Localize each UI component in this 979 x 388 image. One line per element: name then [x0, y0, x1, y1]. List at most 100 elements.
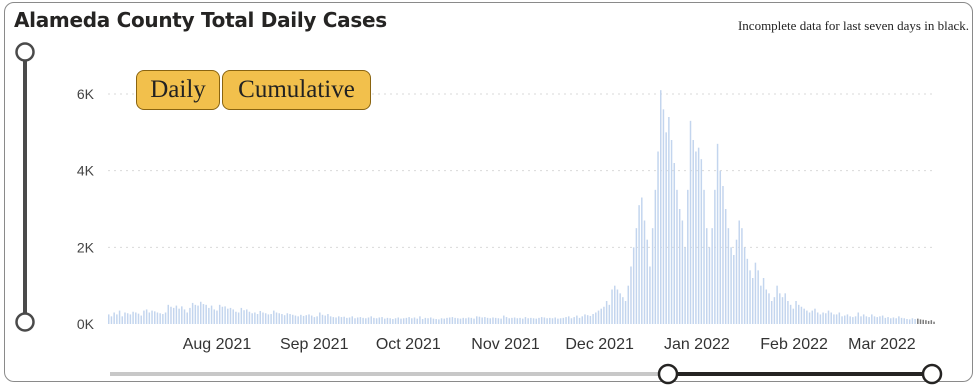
daily-case-bar[interactable]: [116, 314, 118, 324]
daily-case-bar[interactable]: [243, 310, 245, 324]
daily-case-bar[interactable]: [562, 317, 565, 324]
daily-case-bar[interactable]: [535, 318, 538, 324]
daily-case-bar[interactable]: [600, 308, 602, 324]
daily-case-bar[interactable]: [281, 314, 283, 324]
daily-case-bar[interactable]: [438, 319, 440, 324]
daily-case-bar[interactable]: [343, 316, 345, 324]
daily-case-bar[interactable]: [557, 318, 559, 324]
daily-case-bar[interactable]: [822, 312, 824, 325]
daily-case-bar[interactable]: [757, 270, 759, 324]
daily-case-bar[interactable]: [148, 312, 151, 325]
daily-case-bar[interactable]: [746, 258, 749, 324]
daily-case-bar[interactable]: [811, 310, 814, 324]
daily-case-bar[interactable]: [389, 318, 391, 324]
daily-case-bar[interactable]: [451, 317, 454, 324]
daily-case-bar[interactable]: [273, 310, 275, 324]
daily-toggle-button[interactable]: Daily: [136, 70, 220, 110]
daily-case-bar[interactable]: [908, 319, 911, 324]
daily-case-bar[interactable]: [665, 132, 667, 324]
daily-case-bar[interactable]: [346, 317, 348, 324]
daily-case-bar[interactable]: [530, 317, 532, 324]
cumulative-toggle-button[interactable]: Cumulative: [222, 70, 371, 110]
daily-case-bar[interactable]: [592, 314, 594, 324]
daily-case-bar[interactable]: [216, 310, 218, 324]
daily-case-bar[interactable]: [540, 317, 543, 324]
daily-case-bar[interactable]: [264, 313, 267, 324]
daily-case-bar[interactable]: [459, 318, 462, 324]
daily-case-bar[interactable]: [178, 308, 180, 324]
daily-case-bar[interactable]: [262, 312, 264, 325]
daily-case-bar[interactable]: [335, 317, 337, 324]
daily-case-bar[interactable]: [421, 319, 424, 324]
daily-case-bar[interactable]: [208, 307, 210, 324]
daily-case-bar[interactable]: [930, 320, 933, 324]
daily-case-bar[interactable]: [172, 307, 175, 324]
daily-case-bar[interactable]: [443, 318, 446, 324]
daily-case-bar[interactable]: [890, 318, 892, 324]
daily-case-bar[interactable]: [825, 313, 827, 324]
daily-case-bar[interactable]: [830, 312, 832, 325]
daily-case-bar[interactable]: [283, 315, 286, 324]
daily-case-bar[interactable]: [194, 304, 197, 324]
daily-case-bar[interactable]: [808, 312, 811, 325]
daily-case-bar[interactable]: [879, 316, 881, 324]
daily-case-bar[interactable]: [689, 120, 692, 324]
daily-case-bar[interactable]: [727, 228, 730, 324]
daily-case-bar[interactable]: [384, 318, 386, 324]
daily-case-bar[interactable]: [392, 319, 394, 324]
daily-case-bar[interactable]: [638, 205, 640, 324]
daily-case-bar[interactable]: [722, 186, 724, 324]
daily-case-bar[interactable]: [446, 317, 448, 324]
daily-case-bar[interactable]: [457, 318, 459, 324]
daily-case-bar[interactable]: [614, 285, 616, 324]
daily-case-bar[interactable]: [608, 304, 611, 324]
daily-case-bar[interactable]: [413, 317, 416, 324]
daily-case-bar[interactable]: [738, 220, 740, 325]
daily-case-bar[interactable]: [126, 313, 129, 324]
daily-case-bar[interactable]: [711, 228, 713, 324]
daily-case-bar[interactable]: [478, 316, 481, 324]
daily-case-bar[interactable]: [776, 285, 778, 324]
daily-case-bar[interactable]: [719, 170, 722, 324]
daily-case-bar[interactable]: [189, 307, 191, 324]
daily-case-bar[interactable]: [578, 317, 581, 324]
daily-case-bar[interactable]: [467, 317, 470, 324]
daily-case-bar[interactable]: [505, 317, 508, 324]
vertical-slider-top-handle[interactable]: [15, 42, 35, 62]
daily-case-bar[interactable]: [522, 318, 524, 324]
daily-case-bar[interactable]: [806, 310, 808, 324]
daily-case-bar[interactable]: [424, 317, 427, 324]
daily-case-bar[interactable]: [819, 314, 822, 324]
daily-case-bar[interactable]: [118, 310, 121, 324]
daily-case-bar[interactable]: [873, 316, 876, 324]
daily-case-bar[interactable]: [584, 314, 586, 324]
daily-case-bar[interactable]: [892, 317, 895, 324]
daily-case-bar[interactable]: [370, 316, 372, 324]
daily-case-bar[interactable]: [668, 117, 670, 324]
daily-case-bar[interactable]: [795, 301, 797, 324]
daily-case-bar[interactable]: [762, 278, 765, 324]
daily-case-bar[interactable]: [605, 301, 608, 324]
daily-case-bar[interactable]: [319, 312, 321, 325]
daily-case-bar[interactable]: [754, 262, 757, 324]
daily-case-bar[interactable]: [254, 312, 256, 325]
daily-case-bar[interactable]: [175, 305, 178, 324]
daily-case-bar[interactable]: [329, 316, 332, 324]
daily-case-bar[interactable]: [881, 315, 884, 324]
daily-case-bar[interactable]: [275, 312, 278, 325]
daily-case-bar[interactable]: [749, 270, 751, 324]
daily-case-bar[interactable]: [662, 109, 665, 324]
daily-case-bar[interactable]: [191, 302, 194, 324]
daily-case-bar[interactable]: [508, 318, 510, 324]
daily-case-bar[interactable]: [156, 312, 159, 325]
daily-case-bar[interactable]: [630, 266, 632, 325]
daily-case-bar[interactable]: [524, 317, 527, 324]
daily-case-bar[interactable]: [876, 317, 878, 324]
daily-case-bar[interactable]: [868, 317, 870, 324]
daily-case-bar[interactable]: [129, 314, 132, 324]
daily-case-bar[interactable]: [113, 312, 115, 325]
daily-case-bar[interactable]: [635, 228, 638, 324]
daily-case-bar[interactable]: [700, 159, 703, 324]
daily-case-bar[interactable]: [589, 315, 592, 324]
daily-case-bar[interactable]: [538, 317, 540, 324]
